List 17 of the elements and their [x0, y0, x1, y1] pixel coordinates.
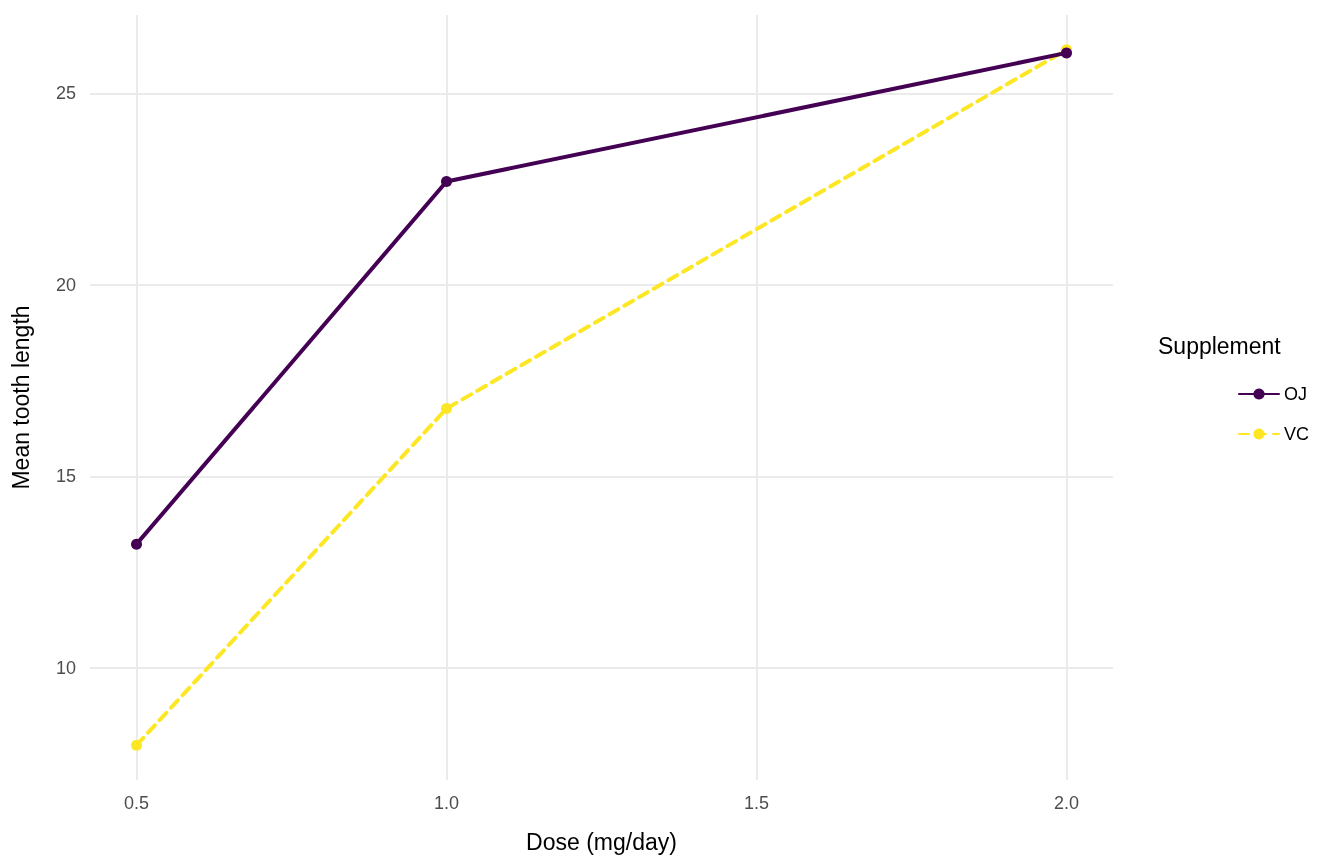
y-axis-title: Mean tooth length: [7, 305, 34, 490]
legend-title: Supplement: [1158, 332, 1282, 359]
point: [131, 739, 142, 751]
x-axis-title: Dose (mg/day): [526, 828, 677, 855]
legend-label: OJ: [1284, 384, 1308, 404]
point: [131, 538, 142, 550]
y-tick-label: 10: [55, 657, 76, 678]
legend-label: VC: [1284, 424, 1310, 444]
x-tick-label: 1.0: [433, 793, 460, 813]
x-tick-label: 0.5: [123, 793, 150, 813]
y-tick-label: 25: [55, 83, 76, 104]
y-tick-label: 15: [55, 466, 76, 487]
x-tick-label: 2.0: [1053, 793, 1080, 813]
x-tick-label: 1.5: [743, 793, 770, 813]
y-tick-label: 20: [55, 274, 76, 295]
point: [441, 403, 452, 415]
point: [441, 176, 452, 188]
